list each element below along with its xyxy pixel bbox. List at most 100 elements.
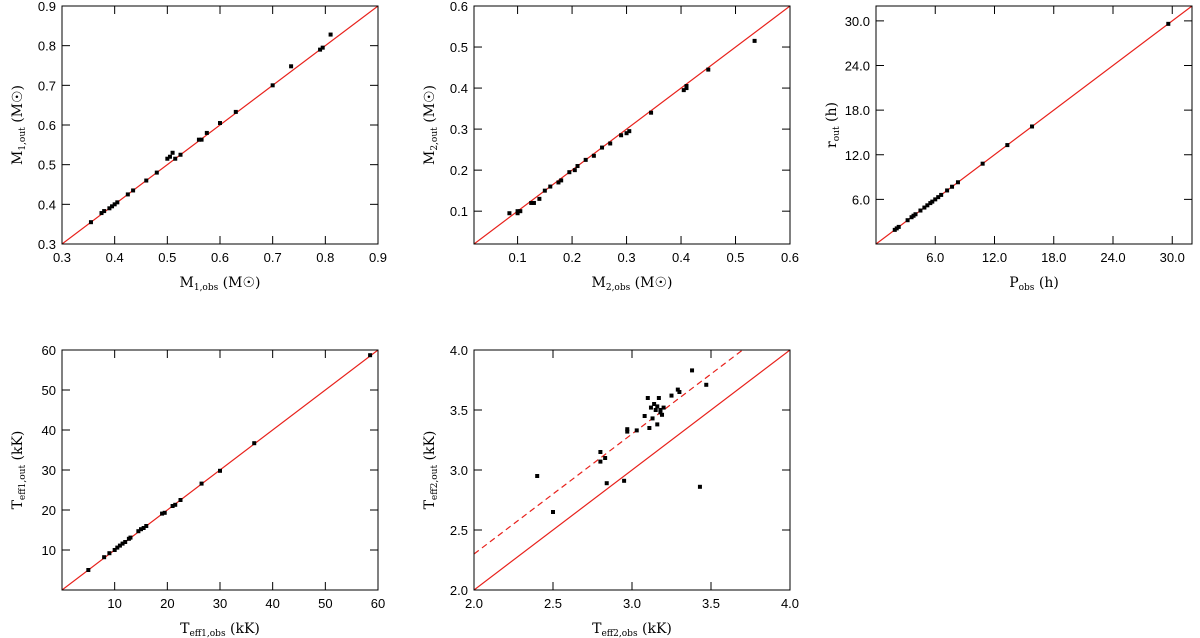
y-tick-label: 0.1 (450, 204, 468, 219)
x-axis-label: Pobs (h) (1009, 275, 1059, 293)
data-point (535, 474, 540, 478)
y-tick-label: 30.0 (845, 14, 870, 29)
data-point (125, 192, 130, 197)
data-point (139, 527, 143, 532)
data-point (178, 498, 183, 502)
y-tick-label: 0.7 (38, 78, 56, 93)
panel-m2-scatter: 0.1 0.2 0.3 0.4 0.5 0.6 0.1 0.2 0.3 0.4 0.5 0.6 M2,o… (422, 0, 799, 293)
data-point (107, 551, 112, 556)
data-point (655, 422, 660, 427)
x-tick-label: 0.8 (316, 250, 334, 265)
data-point (647, 426, 652, 430)
data-point (110, 204, 115, 209)
data-point (542, 188, 547, 193)
data-point (905, 218, 910, 223)
panel-teff2-scatter: 2.0 2.5 3.0 3.5 4.0 2.0 2.5 3.0 3.5 4.0 Teff2,obs … (422, 343, 799, 638)
y-tick-label: 20 (42, 503, 56, 518)
data-point (936, 195, 941, 200)
y-tick-label: 2.5 (450, 523, 468, 538)
data-point (690, 368, 695, 373)
data-point (642, 414, 647, 418)
y-tick-label: 2.0 (450, 583, 468, 598)
data-point (131, 188, 136, 193)
data-point (598, 450, 603, 454)
data-point (252, 441, 257, 446)
data-point (567, 170, 572, 175)
data-point (551, 510, 555, 514)
x-tick-label: 10 (107, 596, 121, 611)
y-tick-label: 3.0 (450, 463, 468, 478)
x-tick-label: 3.0 (623, 596, 641, 611)
data-point (173, 502, 178, 507)
data-point (117, 543, 122, 548)
one-to-one-line (474, 350, 790, 590)
data-point (634, 428, 639, 433)
data-point (289, 64, 294, 69)
x-axis-label: M1,obs (M☉) (180, 275, 261, 293)
data-point (123, 540, 128, 544)
data-point (537, 196, 542, 201)
data-point (591, 153, 596, 158)
y-tick-label: 60 (42, 343, 56, 358)
x-tick-label: 12.0 (982, 250, 1007, 265)
data-point (645, 396, 650, 400)
x-axis-label: Teff2,obs (kK) (592, 621, 672, 638)
y-tick-label: 0.6 (450, 0, 468, 14)
data-point (218, 468, 222, 473)
data-point (918, 208, 923, 213)
y-tick-label: 0.4 (38, 197, 56, 212)
x-tick-label: 0.7 (264, 250, 282, 265)
x-tick-label: 60 (371, 596, 385, 611)
y-tick-label: 0.8 (38, 39, 56, 54)
x-tick-label: 20 (160, 596, 174, 611)
data-point (102, 555, 107, 560)
one-to-one-line (474, 6, 790, 244)
y-tick-label: 30 (42, 463, 56, 478)
x-tick-label: 0.5 (158, 250, 176, 265)
data-point (120, 541, 125, 546)
data-point (930, 199, 935, 204)
x-tick-label: 2.0 (465, 596, 483, 611)
data-point (980, 161, 985, 166)
y-tick-label: 0.5 (450, 40, 468, 55)
data-point (112, 202, 117, 207)
x-tick-label: 0.6 (781, 250, 799, 265)
data-point (128, 535, 133, 540)
data-point (619, 133, 624, 138)
x-tick-label: 0.4 (672, 250, 690, 265)
data-point (515, 209, 520, 214)
data-point (86, 568, 91, 572)
x-tick-label: 30.0 (1160, 250, 1185, 265)
data-point (178, 152, 183, 157)
data-point (154, 170, 159, 175)
y-axis-label: M1,out (M☉) (10, 85, 28, 165)
data-point (660, 412, 665, 417)
data-point (945, 188, 950, 193)
y-tick-label: 3.5 (450, 403, 468, 418)
data-point (583, 157, 588, 162)
data-point (199, 481, 204, 486)
data-point (1030, 124, 1035, 129)
x-tick-label: 18.0 (1041, 250, 1066, 265)
data-point (896, 224, 901, 229)
data-point (681, 88, 686, 93)
x-tick-label: 6.0 (926, 250, 944, 265)
data-point (652, 402, 657, 406)
data-point (925, 203, 930, 208)
data-point (160, 511, 165, 516)
data-point (515, 211, 520, 216)
x-tick-label: 4.0 (781, 596, 799, 611)
data-point (165, 156, 170, 161)
data-point (233, 109, 238, 114)
data-point (624, 131, 629, 136)
data-point (704, 382, 709, 387)
data-point (556, 180, 561, 185)
data-point (170, 504, 175, 508)
data-point (655, 404, 660, 409)
x-tick-label: 3.5 (702, 596, 720, 611)
data-point (199, 137, 204, 142)
y-tick-label: 0.4 (450, 81, 468, 96)
data-point (167, 154, 172, 159)
data-point (939, 192, 944, 197)
